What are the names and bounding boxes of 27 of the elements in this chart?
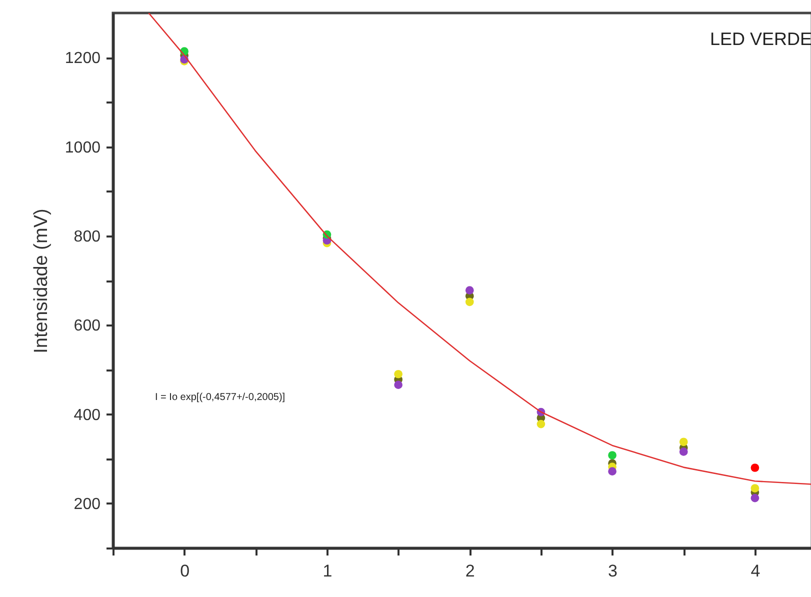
point xyxy=(750,494,760,502)
point xyxy=(750,484,760,492)
point xyxy=(608,467,616,476)
line-series xyxy=(148,13,811,485)
y-tick-label: 200 xyxy=(74,496,101,513)
point xyxy=(679,448,688,456)
point xyxy=(465,286,474,294)
y-tick-label: 400 xyxy=(74,406,101,424)
point xyxy=(465,298,474,306)
y-axis-title: Intensidade (mV) xyxy=(30,208,52,354)
annotation: I = Io exp[(-0,4577+/-0,2005)] xyxy=(155,392,286,403)
y-tick-label: 800 xyxy=(74,228,101,246)
y-tick-label: 1200 xyxy=(64,50,101,68)
annotation: LED VERDE xyxy=(710,29,811,49)
point xyxy=(750,464,760,472)
y-tick-label: 600 xyxy=(74,318,101,335)
x-tick-label: 3 xyxy=(608,562,618,580)
x-tick-label: 2 xyxy=(465,562,475,580)
point xyxy=(394,380,402,389)
point xyxy=(608,451,616,460)
x-tick-label: 0 xyxy=(180,562,190,580)
x-tick-label: 1 xyxy=(322,562,332,580)
y-tick-label: 1000 xyxy=(64,139,101,156)
point xyxy=(536,420,546,428)
point xyxy=(679,438,688,446)
point xyxy=(394,370,402,378)
x-tick-label: 4 xyxy=(750,562,760,580)
